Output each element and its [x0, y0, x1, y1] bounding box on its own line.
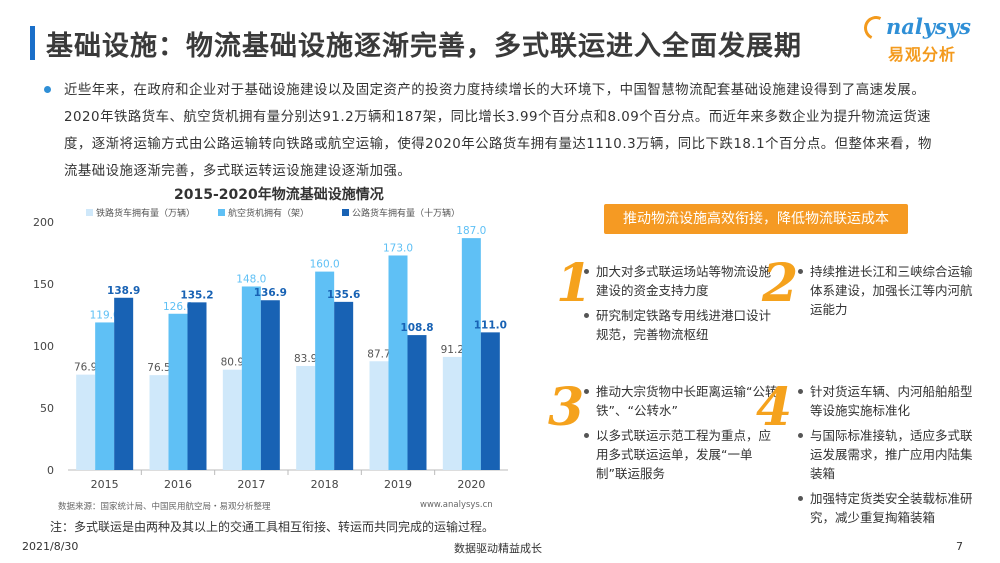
bar-2015-series-2 [95, 322, 115, 470]
bar-2015-series-1 [76, 374, 96, 470]
data-label: 111.0 [474, 319, 507, 331]
x-tick-label: 2020 [457, 478, 485, 491]
x-tick-label: 2018 [311, 478, 339, 491]
bar-2018-series-2 [315, 271, 335, 470]
page-number: 7 [956, 540, 963, 553]
legend-label: 航空货机拥有（架） [228, 207, 309, 219]
measure-number-4: 4 [756, 377, 793, 438]
footer-slogan: 数据驱动精益成长 [454, 542, 542, 555]
bar-2019-series-3 [407, 335, 427, 470]
measure-group-3: 推动大宗货物中长距离运输“公转铁”、“公转水” 以多式联运示范工程为重点，应用多… [584, 382, 780, 489]
footer-date: 2021/8/30 [22, 540, 79, 553]
measure-4-bullet-1: 针对货运车辆、内河船舶船型等设施实施标准化 [798, 382, 976, 420]
data-label: 80.9 [221, 357, 244, 369]
data-label: 138.9 [107, 285, 140, 297]
footnote: 注：多式联运是由两种及其以上的交通工具相互衔接、转运而共同完成的运输过程。 [50, 520, 495, 534]
x-tick-label: 2015 [91, 478, 119, 491]
data-label: 108.8 [400, 322, 433, 334]
bar-chart: 0 50 100 150 200 2015 76.9 119.0 138.9 2016 76.5 12… [30, 204, 520, 496]
bar-2020-series-2 [461, 238, 481, 470]
y-tick-label: 50 [40, 402, 54, 415]
data-source: 数据来源：国家统计局、中国民用航空局・易观分析整理 [58, 502, 271, 512]
measure-3-bullet-1: 推动大宗货物中长距离运输“公转铁”、“公转水” [584, 382, 780, 420]
logo-text-cn: 易观分析 [888, 45, 957, 64]
chart-svg: 0 50 100 150 200 2015 76.9 119.0 138.9 2016 76.5 12… [33, 207, 508, 491]
bar-2015-series-3 [114, 297, 134, 470]
measure-3-bullet-2: 以多式联运示范工程为重点，应用多式联运运单，发展“一单制”联运服务 [584, 426, 780, 483]
bar-2019-series-2 [388, 255, 408, 470]
measure-1-bullet-1: 加大对多式联运场站等物流设施建设的资金支持力度 [584, 262, 780, 300]
measure-4-bullet-3: 加强特定货类安全装载标准研究，减少重复掏箱装箱 [798, 489, 976, 527]
legend-swatch [342, 209, 349, 216]
x-tick-label: 2017 [237, 478, 265, 491]
chart-title: 2015-2020年物流基础设施情况 [174, 187, 384, 203]
x-tick-label: 2016 [164, 478, 192, 491]
title-accent-bar [30, 26, 35, 60]
data-label: 126.0 [163, 301, 193, 313]
data-label: 76.5 [147, 362, 170, 374]
measure-2-bullet-1: 持续推进长江和三峡综合运输体系建设，加强长江等内河航运能力 [798, 262, 976, 319]
measure-group-1: 加大对多式联运场站等物流设施建设的资金支持力度 研究制定铁路专用线进港口设计规范… [584, 262, 780, 350]
x-tick-label: 2019 [384, 478, 412, 491]
data-label: 91.2 [441, 344, 464, 356]
legend-label: 公路货车拥有量（十万辆） [352, 207, 460, 219]
y-tick-label: 200 [33, 216, 54, 229]
measure-number-2: 2 [762, 253, 799, 314]
legend-swatch [86, 209, 93, 216]
data-label: 173.0 [383, 242, 413, 254]
y-tick-label: 150 [33, 278, 54, 291]
bar-2019-series-1 [369, 361, 389, 470]
data-label: 135.2 [180, 289, 213, 301]
data-label: 160.0 [310, 259, 340, 271]
measure-group-2: 持续推进长江和三峡综合运输体系建设，加强长江等内河航运能力 [798, 262, 976, 325]
measures-banner: 推动物流设施高效衔接，降低物流联运成本 [604, 204, 908, 234]
measure-4-bullet-2: 与国际标准接轨，适应多式联运发展需求，推广应用内陆集装箱 [798, 426, 976, 483]
bullet-dot-icon [44, 86, 51, 93]
measure-group-4: 针对货运车辆、内河船舶船型等设施实施标准化 与国际标准接轨，适应多式联运发展需求… [798, 382, 976, 533]
legend-swatch [218, 209, 225, 216]
data-label: 135.6 [327, 289, 360, 301]
data-label: 187.0 [456, 225, 486, 237]
data-label: 148.0 [236, 273, 266, 285]
y-tick-label: 100 [33, 340, 54, 353]
intro-paragraph: 近些年来，在政府和企业对于基础设施建设以及固定资产的投资力度持续增长的大环境下，… [64, 83, 932, 179]
bar-2016-series-1 [149, 375, 169, 470]
page-title: 基础设施：物流基础设施逐渐完善，多式联运进入全面发展期 [46, 31, 802, 62]
site-url: www.analysys.cn [420, 500, 493, 510]
measure-1-bullet-2: 研究制定铁路专用线进港口设计规范，完善物流枢纽 [584, 306, 780, 344]
bar-2018-series-1 [296, 365, 316, 470]
data-label: 76.9 [74, 362, 97, 374]
bar-2017-series-1 [222, 369, 242, 470]
bar-2020-series-1 [442, 356, 462, 470]
measure-number-1: 1 [556, 253, 593, 314]
brand-logo: nalysys 易观分析 [860, 12, 986, 70]
logo-text-en: nalysys [886, 14, 971, 39]
bar-2017-series-3 [260, 300, 280, 470]
legend-label: 铁路货车拥有量（万辆） [96, 207, 195, 219]
measure-number-3: 3 [548, 377, 585, 438]
y-tick-label: 0 [47, 464, 54, 477]
bar-2016-series-2 [168, 313, 188, 470]
bar-2017-series-2 [241, 286, 261, 470]
data-label: 87.7 [367, 348, 390, 360]
bar-2018-series-3 [334, 301, 354, 470]
bar-2016-series-3 [187, 302, 207, 470]
data-label: 136.9 [254, 287, 287, 299]
bar-2020-series-3 [480, 332, 500, 470]
data-label: 119.0 [90, 309, 120, 321]
data-label: 83.9 [294, 353, 317, 365]
